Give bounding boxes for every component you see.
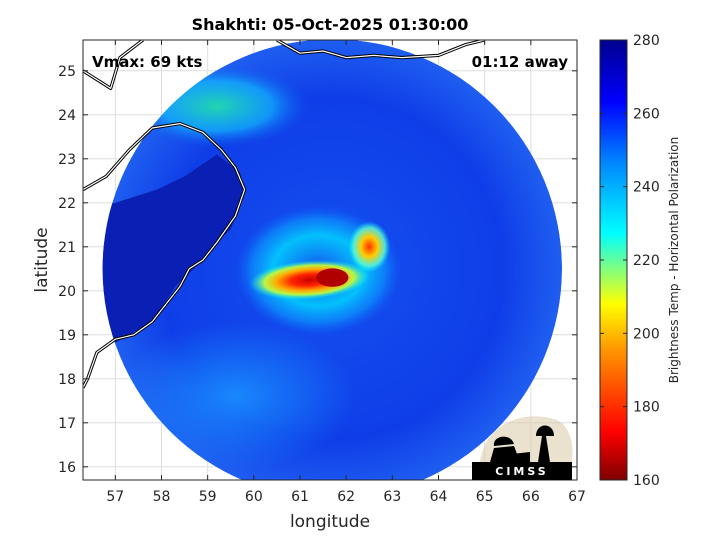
x-tick-label: 62 <box>337 489 355 505</box>
y-axis-label: latitude <box>32 227 52 292</box>
x-tick-label: 60 <box>245 489 263 505</box>
plot-frame <box>82 39 578 481</box>
cimss-logo: CIMSS <box>472 416 573 480</box>
y-tick-label: 16 <box>58 460 76 476</box>
y-tick-label: 24 <box>58 108 76 124</box>
colorbar-tick-label: 280 <box>633 33 660 49</box>
coastline-inner <box>276 40 485 59</box>
y-tick-label: 20 <box>58 284 76 300</box>
colorbar-tick-label: 180 <box>633 400 660 416</box>
vmax-annotation: Vmax: 69 kts <box>92 53 202 71</box>
coastline-inner <box>83 123 246 388</box>
rainband-ne <box>348 221 391 273</box>
x-tick-label: 65 <box>476 489 494 505</box>
x-tick-label: 59 <box>199 489 217 505</box>
sw-light-region <box>115 322 356 471</box>
x-axis-ticks: 57 58 59 60 61 62 63 64 65 66 67 <box>106 40 586 505</box>
x-tick-label: 66 <box>522 489 540 505</box>
cimss-logo-graphic <box>472 425 572 480</box>
y-axis-ticks: 16 17 18 19 20 21 22 23 24 25 <box>58 64 577 476</box>
colorbar-tick-label: 240 <box>633 180 660 196</box>
y-tick-label: 22 <box>58 196 76 212</box>
chart-title: Shakhti: 05-Oct-2025 01:30:00 <box>192 15 469 34</box>
colorbar-ticks: 160 180 200 220 240 260 280 <box>600 33 660 489</box>
y-tick-label: 19 <box>58 328 76 344</box>
x-tick-label: 63 <box>383 489 401 505</box>
x-tick-label: 58 <box>153 489 171 505</box>
x-tick-label: 67 <box>568 489 586 505</box>
y-tick-label: 23 <box>58 152 76 168</box>
colorbar <box>599 39 628 481</box>
colorbar-tick-label: 260 <box>633 106 660 122</box>
coastline <box>83 40 486 389</box>
x-tick-label: 57 <box>106 489 124 505</box>
land-cold-region <box>102 40 245 480</box>
y-tick-label: 21 <box>58 240 76 256</box>
y-tick-label: 18 <box>58 372 76 388</box>
cimss-logo-text: CIMSS <box>495 465 548 478</box>
colorbar-tick-label: 200 <box>633 326 660 342</box>
x-axis-label: longitude <box>290 512 370 532</box>
coastline-inner <box>83 40 144 89</box>
time-away-annotation: 01:12 away <box>472 53 569 71</box>
y-tick-label: 17 <box>58 416 76 432</box>
x-tick-label: 61 <box>291 489 309 505</box>
colorbar-tick-label: 160 <box>633 473 660 489</box>
storm-center-min <box>316 268 349 287</box>
y-tick-label: 25 <box>58 64 76 80</box>
colorbar-tick-label: 220 <box>633 253 660 269</box>
swath-group <box>83 40 563 480</box>
x-tick-label: 64 <box>430 489 448 505</box>
colorbar-label: Brightness Temp - Horizontal Polarizatio… <box>667 137 681 384</box>
